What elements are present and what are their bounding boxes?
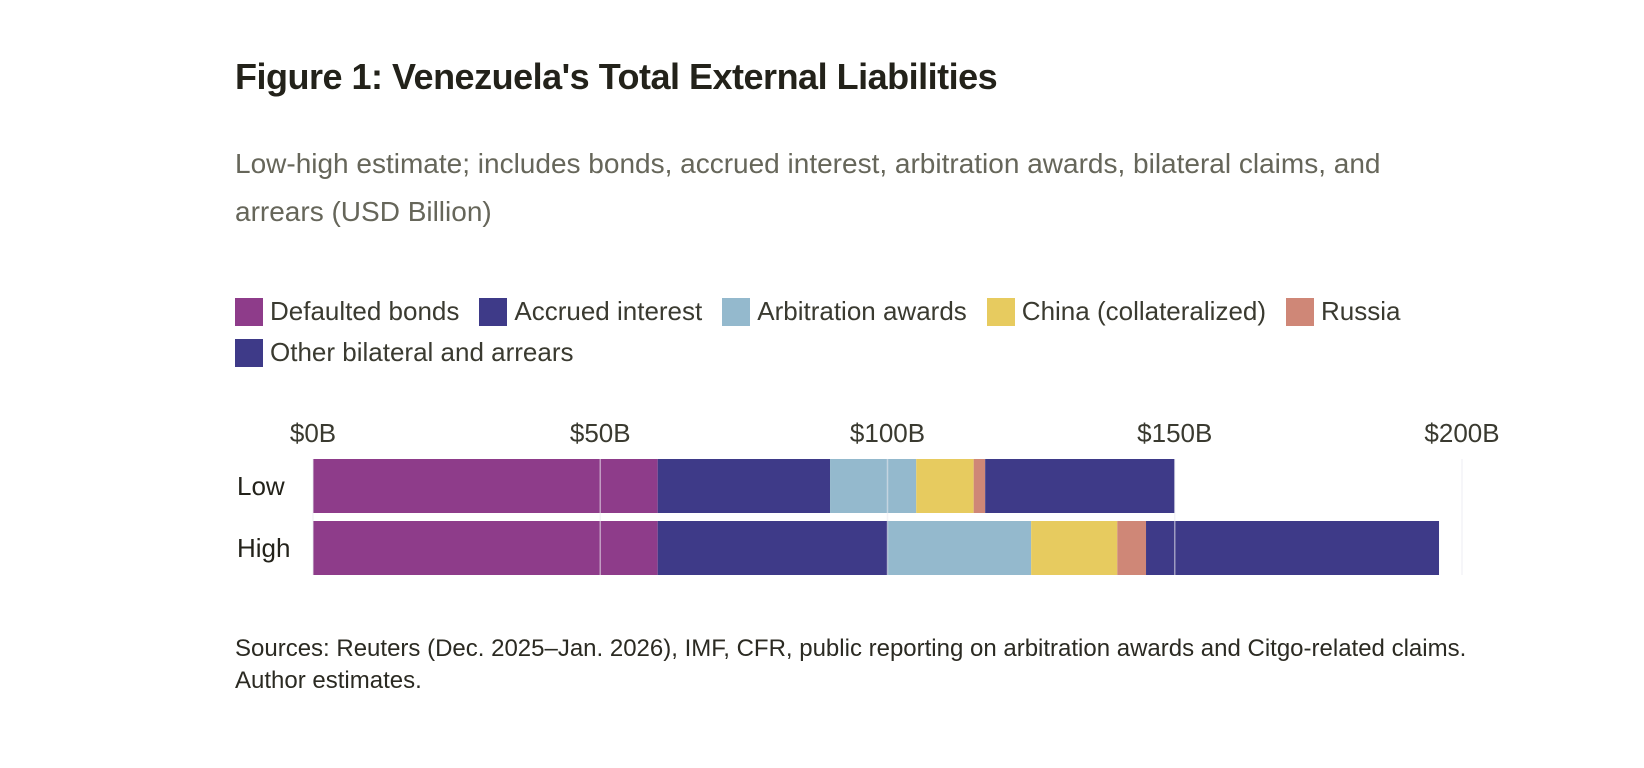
x-tick-label: $150B <box>1137 418 1212 448</box>
stacked-bar-chart: Low High $0B $50B $100B $150B $200B <box>237 418 1500 575</box>
bar-high-russia <box>1117 521 1147 575</box>
chart-subtitle: Low-high estimate; includes bonds, accru… <box>235 148 1381 227</box>
x-tick-label: $50B <box>570 418 631 448</box>
legend-label: Defaulted bonds <box>270 296 460 326</box>
legend-label: Russia <box>1321 296 1401 326</box>
legend-label: Other bilateral and arrears <box>270 337 574 367</box>
bar-low-accrued-interest <box>657 459 831 513</box>
row-label-high: High <box>237 533 290 563</box>
legend-swatch <box>986 297 1015 326</box>
legend-label: Arbitration awards <box>757 296 967 326</box>
legend-item-russia: Russia <box>1286 296 1401 327</box>
legend-swatch <box>1286 297 1315 326</box>
legend-item-accrued-interest: Accrued interest <box>479 296 702 327</box>
bar-high-china-collateralized <box>1031 521 1118 575</box>
bar-high-other-bilateral-and-arrears <box>1146 521 1440 575</box>
legend-swatch <box>235 297 263 326</box>
row-label-low: Low <box>237 471 285 501</box>
legend-label: China (collateralized) <box>1021 296 1267 326</box>
legend-swatch <box>479 297 508 326</box>
bar-low-other-bilateral-and-arrears <box>985 459 1175 513</box>
bar-high-arbitration-awards <box>887 521 1032 575</box>
legend-item-other-bilateral-and-arrears: Other bilateral and arrears <box>235 337 573 368</box>
bar-low-russia <box>973 459 986 513</box>
bar-low-china-collateralized <box>916 459 974 513</box>
legend-swatch <box>235 338 263 367</box>
bar-high-accrued-interest <box>657 521 888 575</box>
bar-high-defaulted-bonds <box>313 521 658 575</box>
bar-low-arbitration-awards <box>830 459 917 513</box>
x-tick-label: $200B <box>1424 418 1499 448</box>
legend-item-arbitration-awards: Arbitration awards <box>722 296 967 327</box>
x-tick-label: $0B <box>290 418 336 448</box>
sources-note: Sources: Reuters (Dec. 2025–Jan. 2026), … <box>235 635 1467 694</box>
legend-item-china-collateralized: China (collateralized) <box>986 296 1267 327</box>
legend: Defaulted bonds Accrued interest Arbitrati… <box>235 296 1475 368</box>
bar-low-defaulted-bonds <box>313 459 658 513</box>
chart-title: Figure 1: Venezuela's Total External Lia… <box>235 56 998 97</box>
legend-item-defaulted-bonds: Defaulted bonds <box>235 296 459 327</box>
x-tick-label: $100B <box>850 418 925 448</box>
legend-swatch <box>722 297 751 326</box>
legend-label: Accrued interest <box>514 296 703 326</box>
